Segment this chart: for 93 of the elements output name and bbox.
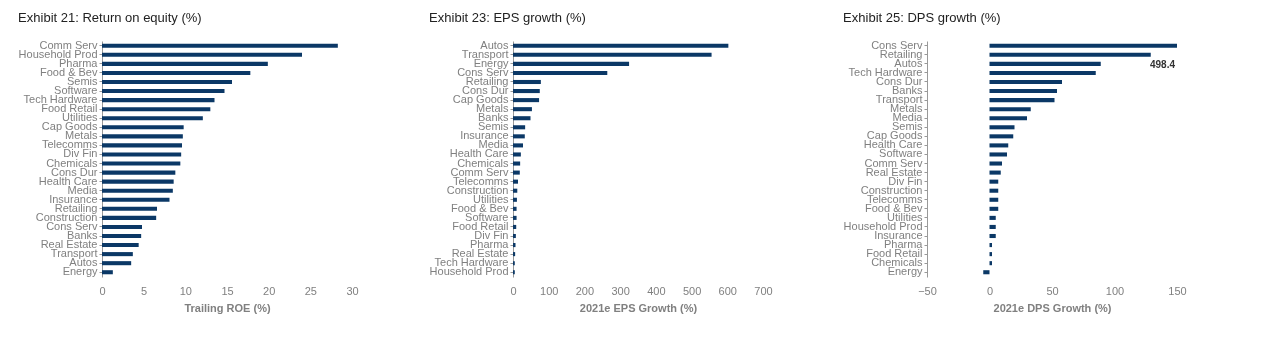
- bar: [102, 188, 173, 193]
- bar: [102, 116, 203, 121]
- bar: [513, 98, 540, 103]
- x-tick-label: 50: [1046, 284, 1059, 297]
- x-tick-label: 100: [540, 284, 559, 297]
- bar: [513, 125, 526, 130]
- bar: [513, 70, 608, 75]
- x-tick-label: 10: [179, 284, 192, 297]
- bar: [102, 79, 232, 85]
- bar: [513, 107, 532, 112]
- bar: [989, 61, 1101, 66]
- bar: [989, 98, 1055, 103]
- bar: [102, 70, 251, 75]
- bar: [983, 270, 990, 275]
- bar: [989, 152, 1007, 157]
- bar: [513, 61, 630, 66]
- bar: [102, 152, 182, 157]
- y-tick-label: Energy: [62, 265, 98, 278]
- bar: [989, 52, 1151, 57]
- x-tick-label: 20: [263, 284, 276, 297]
- bar: [102, 170, 176, 175]
- bar: [102, 224, 142, 229]
- x-tick-label: 700: [754, 284, 773, 297]
- x-tick-label: 100: [1105, 284, 1125, 297]
- bar: [102, 43, 338, 48]
- chart-title: Exhibit 23: EPS growth (%): [429, 10, 586, 26]
- x-tick-label: 5: [141, 284, 148, 297]
- bar: [102, 125, 184, 130]
- bar: [513, 161, 521, 166]
- x-axis-title: 2021e EPS Growth (%): [579, 301, 698, 314]
- bar: [102, 270, 113, 275]
- bar: [102, 143, 182, 148]
- bar: [102, 179, 174, 184]
- bar: [513, 79, 541, 85]
- x-tick-label: −50: [918, 284, 937, 297]
- bar: [513, 43, 729, 48]
- bar: [989, 89, 1057, 94]
- x-axis-title: Trailing ROE (%): [184, 301, 271, 314]
- bar: [102, 98, 215, 103]
- y-tick-label: Cons Serv: [871, 38, 923, 51]
- bar: [513, 134, 525, 139]
- bar: [989, 125, 1015, 130]
- bar: [989, 215, 996, 220]
- bar: [513, 52, 712, 57]
- bar: [513, 116, 531, 121]
- x-tick-label: 0: [99, 284, 106, 297]
- bar: [513, 152, 521, 157]
- x-tick-label: 500: [682, 284, 702, 297]
- y-tick-label: Autos: [480, 38, 509, 51]
- bar: [102, 215, 157, 220]
- bar: [102, 197, 170, 202]
- y-tick-label: Media: [67, 183, 99, 196]
- x-tick-label: 0: [510, 284, 517, 297]
- chart-title: Exhibit 21: Return on equity (%): [18, 10, 202, 26]
- bar: [989, 143, 1009, 148]
- bar: [989, 161, 1002, 166]
- x-tick-label: 400: [647, 284, 666, 297]
- bar: [102, 52, 302, 57]
- bar: [513, 188, 518, 193]
- bar: [102, 61, 268, 66]
- bar: [102, 107, 211, 112]
- x-tick-label: 150: [1168, 284, 1187, 297]
- bar: [989, 233, 996, 239]
- bar: [102, 89, 225, 94]
- x-tick-label: 0: [986, 284, 994, 297]
- bar: [102, 243, 139, 248]
- annotation: 498.4: [1149, 59, 1176, 70]
- bar: [102, 134, 183, 139]
- x-tick-label: 25: [304, 284, 317, 297]
- bar: [102, 233, 142, 239]
- bar: [989, 107, 1031, 112]
- x-tick-label: 600: [718, 284, 737, 297]
- x-tick-label: 15: [221, 284, 234, 297]
- bar: [102, 206, 157, 211]
- x-tick-label: 300: [611, 284, 630, 297]
- bar: [989, 43, 1177, 48]
- bar: [102, 261, 132, 266]
- bar: [102, 252, 133, 257]
- bar: [513, 170, 520, 175]
- chart-title: Exhibit 25: DPS growth (%): [843, 10, 1001, 26]
- bar: [989, 224, 996, 229]
- bar: [102, 161, 181, 166]
- bar: [513, 143, 523, 148]
- x-axis-title: 2021e DPS Growth (%): [993, 301, 1112, 314]
- bar: [989, 134, 1014, 139]
- bar: [513, 179, 518, 184]
- x-tick-label: 200: [575, 284, 595, 297]
- bar: [989, 170, 1001, 175]
- bar: [513, 89, 540, 94]
- bar: [989, 116, 1027, 121]
- bar: [989, 79, 1062, 85]
- x-tick-label: 30: [346, 284, 359, 297]
- bar: [989, 70, 1096, 75]
